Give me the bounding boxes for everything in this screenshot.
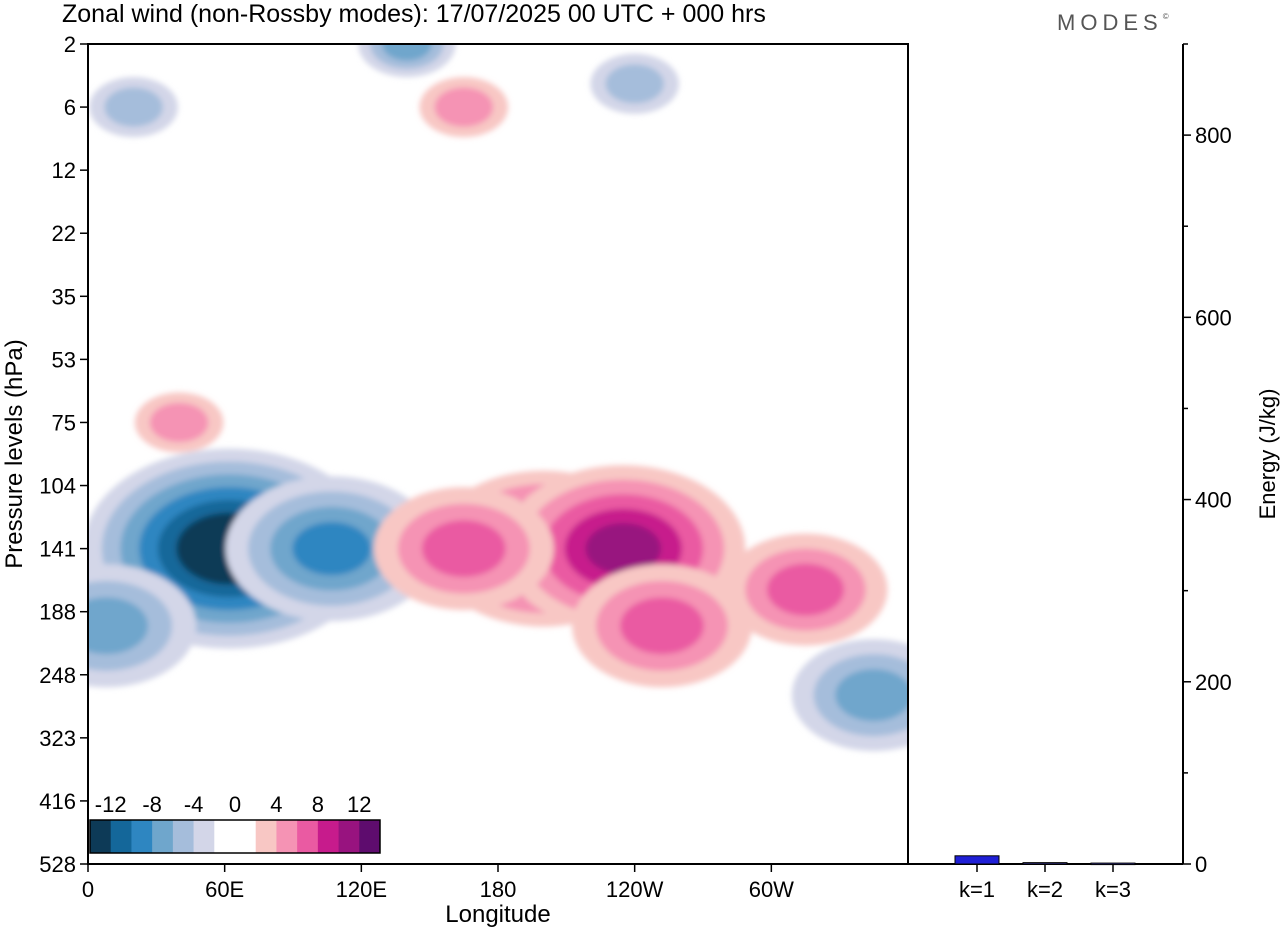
pressure-tick-label: 528 — [39, 852, 76, 877]
colorbar-label: 4 — [270, 792, 282, 817]
pressure-tick-label: 248 — [39, 663, 76, 688]
colorbar-swatch — [255, 820, 277, 853]
contour-region — [835, 669, 908, 722]
energy-bars: k=1 k=2 k=3 — [954, 855, 1136, 902]
longitude-tick-label: 60W — [749, 877, 794, 902]
colorbar-swatch — [193, 820, 215, 853]
colorbar-swatch — [317, 820, 339, 853]
contour-field — [88, 44, 908, 752]
colorbar-swatch — [152, 820, 174, 853]
contour-region — [292, 522, 371, 576]
contour-region — [605, 64, 664, 104]
energy-bar-k2 — [1022, 862, 1068, 865]
pressure-tick-label: 53 — [52, 347, 76, 372]
colorbar: -12 -8 -4 0 4 8 12 — [88, 785, 382, 863]
pressure-tick-label: 22 — [52, 221, 76, 246]
pressure-tick-label: 6 — [64, 95, 76, 120]
y-axis-label: Pressure levels (hPa) — [1, 339, 28, 568]
colorbar-swatch — [131, 820, 153, 853]
longitude-tick-label: 60E — [205, 877, 244, 902]
contour-region — [434, 87, 493, 127]
longitude-tick-label: 120W — [606, 877, 664, 902]
colorbar-label: 12 — [347, 792, 371, 817]
pressure-tick-label: 75 — [52, 410, 76, 435]
contour-region — [104, 87, 163, 127]
energy-tick-label: 600 — [1195, 305, 1232, 330]
energy-tick-label: 200 — [1195, 670, 1232, 695]
brand-name: MODES — [1057, 10, 1163, 35]
colorbar-swatch — [90, 820, 112, 853]
longitude-tick-label: 0 — [82, 877, 94, 902]
contour-region — [382, 44, 432, 61]
colorbar-swatch — [110, 820, 132, 853]
contour-region — [585, 523, 661, 574]
pressure-axis: 2 6 12 22 35 53 75 104 141 188 248 323 416 528 — [39, 32, 88, 877]
contour-region — [620, 597, 704, 655]
pressure-tick-label: 141 — [39, 537, 76, 562]
pressure-tick-label: 12 — [52, 158, 76, 183]
colorbar-label: -8 — [142, 792, 162, 817]
colorbar-swatch — [338, 820, 360, 853]
energy-axis-label: Energy (J/kg) — [1255, 389, 1280, 520]
chart-title: Zonal wind (non-Rossby modes): 17/07/202… — [62, 0, 766, 28]
contour-panel: -12 -8 -4 0 4 8 12 — [87, 43, 909, 865]
energy-category-label: k=3 — [1095, 877, 1131, 902]
colorbar-swatch — [214, 820, 236, 853]
energy-category-label: k=1 — [959, 877, 995, 902]
energy-bar-k1 — [954, 855, 1000, 865]
longitude-axis: 0 60E 120E 180 120W 60W — [82, 864, 794, 902]
energy-tick-label: 800 — [1195, 123, 1232, 148]
pressure-tick-label: 104 — [39, 474, 76, 499]
pressure-tick-label: 35 — [52, 284, 76, 309]
longitude-tick-label: 120E — [336, 877, 387, 902]
energy-axis: 0 200 400 600 800 — [1183, 43, 1232, 877]
colorbar-swatch — [359, 820, 381, 853]
pressure-tick-label: 416 — [39, 789, 76, 814]
energy-tick-label: 400 — [1195, 488, 1232, 513]
colorbar-swatch — [276, 820, 298, 853]
energy-panel: k=1 k=2 k=3 0 200 400 600 800 — [908, 43, 1232, 902]
energy-tick-label: 0 — [1195, 852, 1207, 877]
colorbar-frame — [89, 819, 381, 854]
brand-mark: © — [1162, 12, 1169, 21]
contour-region — [767, 563, 844, 616]
contour-region — [88, 597, 148, 655]
contour-region — [422, 520, 506, 577]
contour-region — [149, 402, 209, 443]
pressure-tick-label: 188 — [39, 600, 76, 625]
modes-logo: MODES© — [1057, 10, 1169, 36]
energy-category-label: k=2 — [1027, 877, 1063, 902]
pressure-tick-label: 323 — [39, 726, 76, 751]
pressure-tick-label: 2 — [64, 32, 76, 57]
colorbar-swatch — [235, 820, 257, 853]
colorbar-swatch — [172, 820, 194, 853]
colorbar-swatch — [297, 820, 319, 853]
longitude-tick-label: 180 — [480, 877, 517, 902]
colorbar-label: 0 — [229, 792, 241, 817]
colorbar-label: 8 — [312, 792, 324, 817]
x-axis-label: Longitude — [445, 901, 550, 928]
colorbar-label: -12 — [95, 792, 127, 817]
colorbar-label: -4 — [184, 792, 204, 817]
